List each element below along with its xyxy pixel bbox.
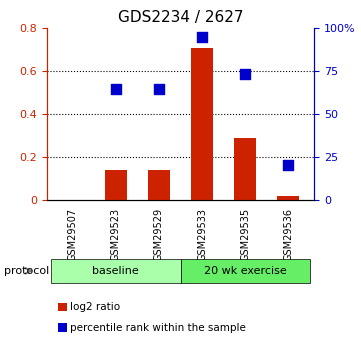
Point bbox=[113, 86, 119, 91]
Bar bbox=[105, 170, 127, 200]
Bar bbox=[278, 196, 299, 200]
Text: log2 ratio: log2 ratio bbox=[70, 302, 121, 312]
Point bbox=[156, 86, 162, 91]
Title: GDS2234 / 2627: GDS2234 / 2627 bbox=[118, 10, 243, 25]
Text: 20 wk exercise: 20 wk exercise bbox=[204, 266, 287, 276]
Bar bbox=[234, 138, 256, 200]
Point bbox=[242, 71, 248, 77]
Bar bbox=[191, 48, 213, 200]
Bar bbox=[148, 170, 170, 200]
Point bbox=[199, 34, 205, 40]
Text: percentile rank within the sample: percentile rank within the sample bbox=[70, 323, 246, 333]
Text: protocol: protocol bbox=[4, 266, 49, 276]
Text: baseline: baseline bbox=[92, 266, 139, 276]
Point bbox=[285, 162, 291, 167]
